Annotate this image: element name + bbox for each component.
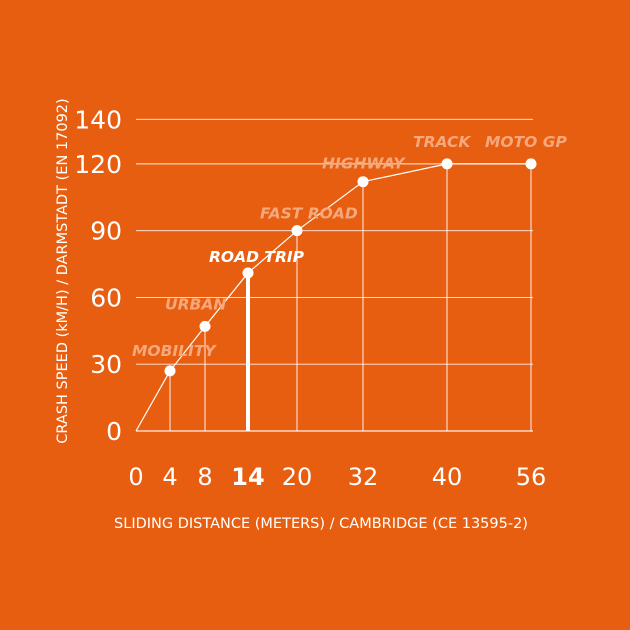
data-points — [164, 158, 537, 377]
x-tick-labels: 0 4 8 14 20 32 40 56 — [128, 463, 546, 491]
point-label-road-trip: ROAD TRIP — [209, 248, 305, 266]
y-tick-120: 120 — [74, 150, 122, 179]
point-label-moto-gp: MOTO GP — [485, 133, 567, 151]
y-axis-label: CRASH SPEED (kM/H) / DARMSTADT (EN 17092… — [55, 98, 71, 443]
point-road-trip — [242, 267, 254, 279]
y-tick-0: 0 — [106, 417, 122, 446]
point-fast-road — [291, 225, 303, 237]
point-urban — [199, 320, 211, 332]
y-tick-30: 30 — [90, 350, 122, 379]
x-tick-4: 4 — [162, 463, 177, 491]
x-tick-40: 40 — [432, 463, 463, 491]
x-tick-0: 0 — [128, 463, 143, 491]
series-polyline — [135, 163, 531, 432]
point-label-urban: URBAN — [165, 295, 226, 313]
point-label-fast-road: FAST ROAD — [260, 205, 358, 223]
x-tick-8: 8 — [197, 463, 212, 491]
x-tick-56: 56 — [516, 463, 547, 491]
point-mobility — [164, 365, 176, 377]
point-label-highway: HIGHWAY — [322, 155, 406, 173]
y-tick-90: 90 — [90, 217, 122, 246]
point-labels: MOBILITY URBAN ROAD TRIP FAST ROAD HIGHWAY TR… — [132, 133, 567, 360]
point-track — [441, 158, 453, 170]
x-tick-32: 32 — [348, 463, 379, 491]
y-tick-60: 60 — [90, 283, 122, 312]
drop-lines — [169, 163, 532, 431]
series-line — [135, 163, 531, 432]
x-axis-label: SLIDING DISTANCE (METERS) / CAMBRIDGE (C… — [114, 516, 528, 532]
grid-lines — [136, 118, 533, 432]
point-highway — [357, 176, 369, 188]
point-label-mobility: MOBILITY — [132, 342, 217, 360]
x-tick-14: 14 — [231, 463, 264, 491]
y-tick-140: 140 — [74, 105, 122, 134]
point-moto-gp — [525, 158, 537, 170]
point-label-track: TRACK — [413, 133, 471, 151]
y-tick-labels: 0 30 60 90 120 140 — [74, 105, 122, 446]
x-tick-20: 20 — [282, 463, 313, 491]
